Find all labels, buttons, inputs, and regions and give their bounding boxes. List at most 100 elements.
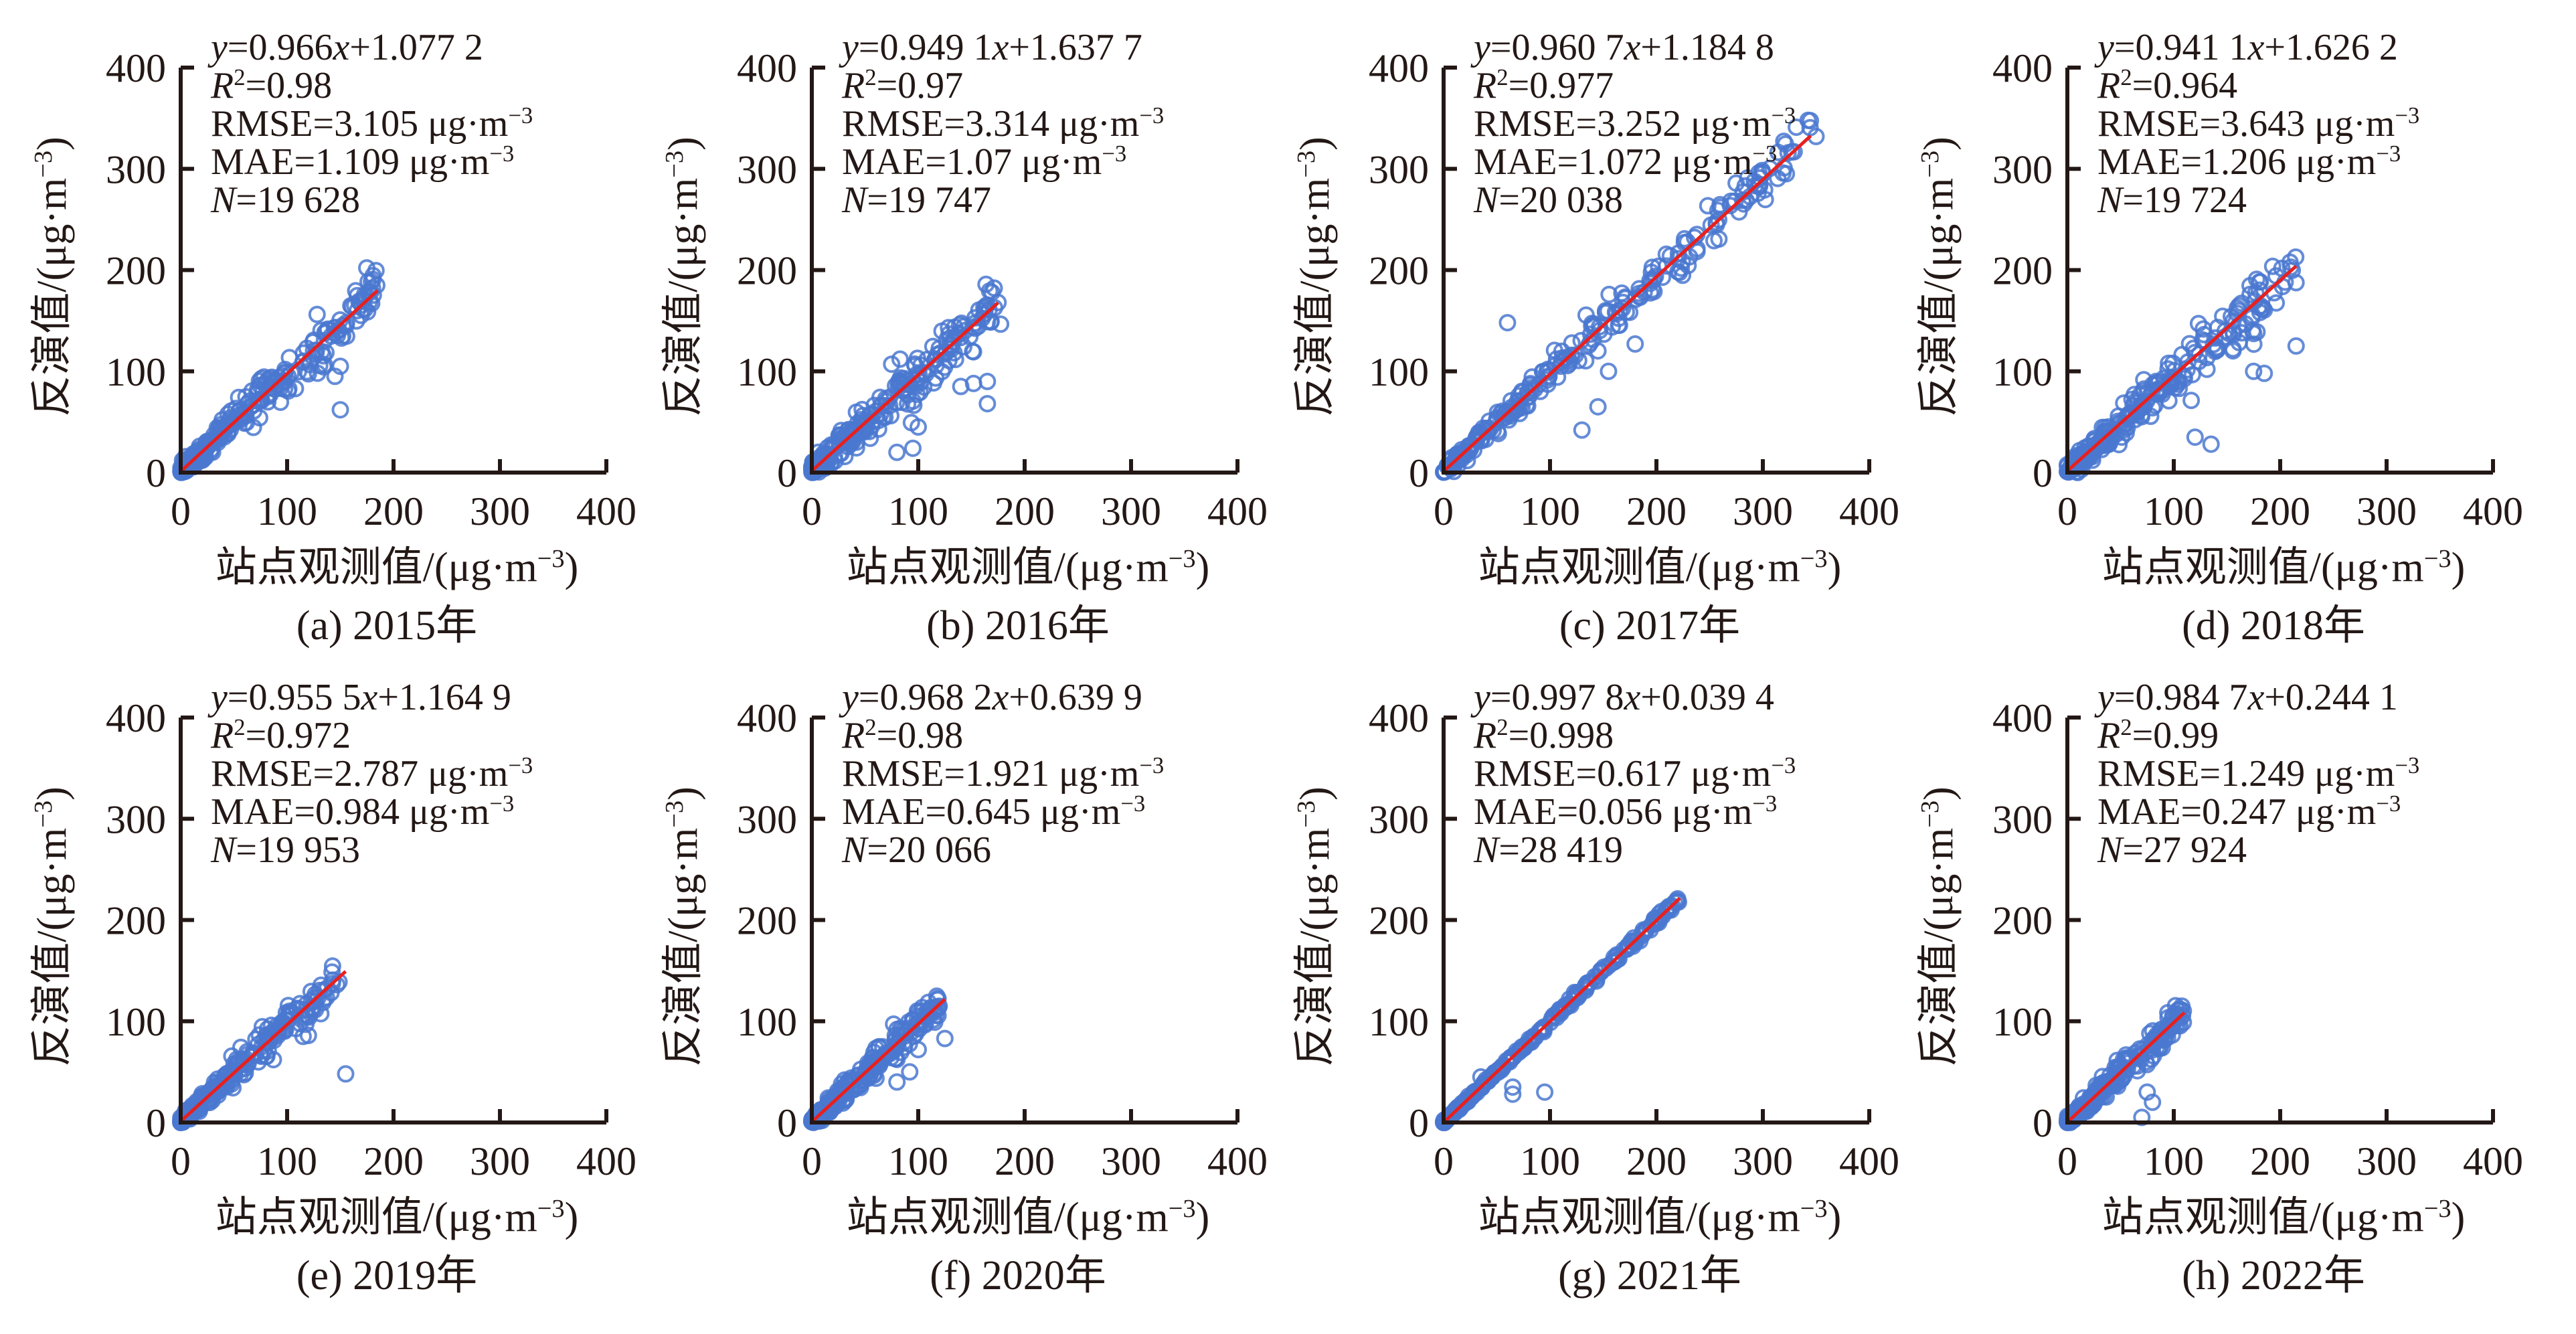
data-point xyxy=(279,382,297,400)
annotation-line: R2=0.972 xyxy=(210,714,351,757)
data-point-outlier xyxy=(1536,1083,1554,1101)
data-point xyxy=(2263,257,2282,275)
data-point xyxy=(2198,349,2216,367)
data-point-outlier xyxy=(978,395,997,413)
x-axis-title: 站点观测值/(μg·m−3) xyxy=(847,1195,1210,1240)
data-point xyxy=(303,991,321,1009)
panel-caption: (c) 2017年 xyxy=(1559,603,1740,649)
x-tick-label: 100 xyxy=(2144,489,2204,533)
x-axis-title: 站点观测值/(μg·m−3) xyxy=(2102,545,2466,590)
annotation-line: N=19 628 xyxy=(210,179,360,221)
x-tick-label: 100 xyxy=(2144,1139,2204,1183)
data-point xyxy=(1519,397,1537,415)
data-point-outlier xyxy=(2287,337,2305,355)
x-tick-label: 300 xyxy=(470,1139,530,1183)
x-tick-label: 300 xyxy=(2356,489,2417,533)
data-point xyxy=(980,282,999,300)
y-axis-title: 反演值/(μg·m−3) xyxy=(661,786,706,1067)
data-point-outlier xyxy=(2202,435,2220,453)
data-point-outlier xyxy=(2255,364,2273,382)
data-point xyxy=(936,345,954,363)
data-point xyxy=(177,448,195,466)
x-tick-label: 400 xyxy=(1207,1139,1268,1183)
y-axis-title: 反演值/(μg·m−3) xyxy=(1916,137,1962,417)
data-point xyxy=(1802,112,1820,130)
y-tick-label: 300 xyxy=(737,147,797,191)
data-point xyxy=(1548,1004,1566,1022)
data-point xyxy=(889,1032,908,1050)
data-point-outlier xyxy=(910,418,927,436)
x-tick-label: 200 xyxy=(1626,1139,1687,1183)
data-point xyxy=(1600,285,1618,303)
data-point xyxy=(885,1015,903,1033)
data-point-outlier xyxy=(1472,1068,1490,1086)
y-tick-label: 0 xyxy=(1409,1101,1429,1145)
annotation-line: RMSE=3.252 μg·m−3 xyxy=(1474,102,1796,145)
data-point xyxy=(893,394,911,411)
data-point xyxy=(209,430,228,448)
panel-caption: (g) 2021年 xyxy=(1558,1253,1741,1299)
data-point xyxy=(1621,303,1639,321)
data-point xyxy=(1730,203,1748,221)
y-tick-label: 400 xyxy=(106,696,166,740)
data-point xyxy=(1539,371,1556,389)
data-point xyxy=(2180,335,2199,353)
y-tick-label: 300 xyxy=(106,797,166,841)
data-point-outlier xyxy=(1498,314,1517,332)
data-point xyxy=(877,1046,895,1064)
data-point xyxy=(268,373,286,392)
annotation-line: MAE=1.072 μg·m−3 xyxy=(1474,141,1777,183)
y-tick-label: 300 xyxy=(737,797,797,841)
annotation-line: R2=0.977 xyxy=(1473,64,1614,107)
y-tick-label: 200 xyxy=(737,249,797,293)
data-point xyxy=(1553,342,1571,360)
data-point xyxy=(2198,360,2216,378)
data-point xyxy=(326,319,344,337)
data-point xyxy=(1652,907,1670,925)
data-point xyxy=(2230,297,2248,315)
x-tick-label: 100 xyxy=(1520,489,1580,533)
y-tick-label: 100 xyxy=(106,1000,166,1044)
panel-caption: (f) 2020年 xyxy=(930,1253,1106,1299)
x-tick-label: 0 xyxy=(802,1139,822,1183)
data-point xyxy=(863,405,881,423)
y-tick-label: 100 xyxy=(106,350,166,394)
data-point xyxy=(950,316,968,334)
data-point-outlier xyxy=(331,357,349,376)
y-tick-label: 400 xyxy=(1369,696,1429,740)
annotation-line: N=19 747 xyxy=(841,179,991,221)
data-point xyxy=(1448,451,1466,469)
data-point xyxy=(2113,417,2131,435)
x-tick-label: 200 xyxy=(363,1139,424,1183)
x-tick-label: 0 xyxy=(2057,489,2077,533)
y-tick-label: 0 xyxy=(2033,1101,2053,1145)
data-point xyxy=(2163,1018,2181,1036)
x-tick-label: 200 xyxy=(995,489,1055,533)
data-point xyxy=(1551,1001,1569,1019)
data-point xyxy=(888,1050,906,1068)
regression-line xyxy=(810,301,999,473)
data-point xyxy=(305,342,323,360)
x-tick-label: 100 xyxy=(888,1139,948,1183)
data-point-outlier xyxy=(2245,362,2263,380)
data-point xyxy=(901,1019,920,1037)
annotation-line: RMSE=2.787 μg·m−3 xyxy=(211,752,533,795)
x-tick-label: 100 xyxy=(257,1139,317,1183)
data-point-outlier xyxy=(888,443,906,461)
data-point xyxy=(193,444,211,463)
x-tick-label: 0 xyxy=(2057,1139,2077,1183)
data-point xyxy=(184,448,202,467)
data-point xyxy=(227,400,245,418)
data-point xyxy=(841,427,859,445)
x-axis-title: 站点观测值/(μg·m−3) xyxy=(847,545,1210,590)
x-axis-title: 站点观测值/(μg·m−3) xyxy=(216,545,579,590)
x-tick-label: 0 xyxy=(802,489,822,533)
y-axis-title: 反演值/(μg·m−3) xyxy=(29,786,75,1067)
annotation-line: R2=0.964 xyxy=(2097,64,2237,107)
y-tick-label: 200 xyxy=(106,899,166,943)
data-point xyxy=(1699,197,1717,215)
scatter-panel-h: 0 100 200 300 400 0 100 200 300 400 站点观测值/(μg·m−3)… xyxy=(1916,677,2523,1299)
data-point xyxy=(1618,940,1636,958)
data-point xyxy=(964,343,982,361)
